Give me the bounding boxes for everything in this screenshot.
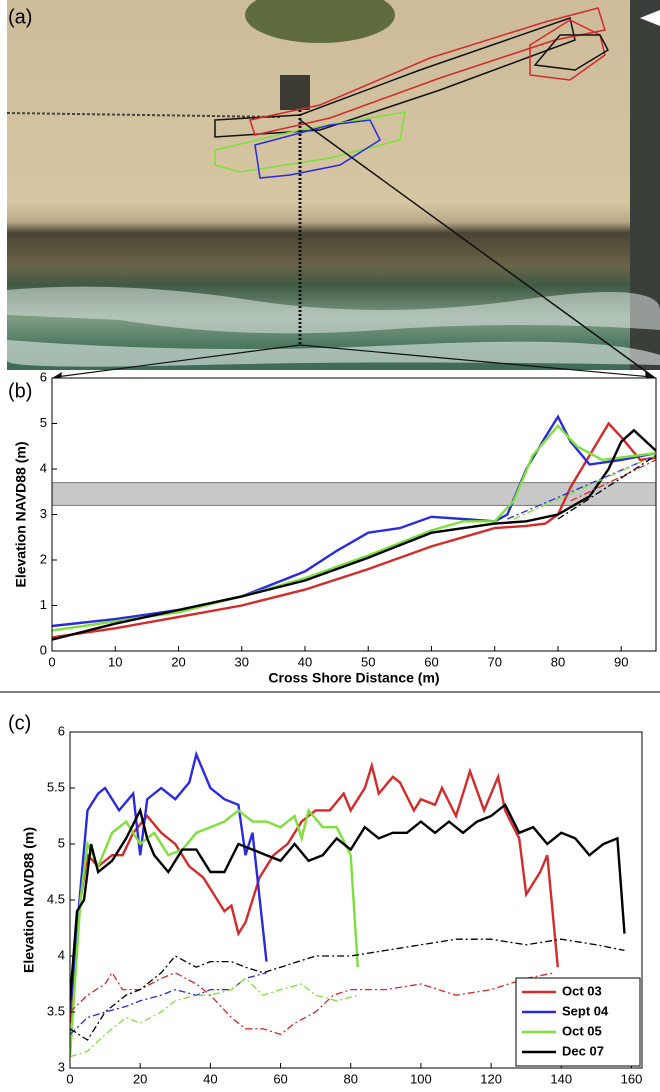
legend-label: Oct 05 [562,1023,602,1038]
y-tick-label: 0 [40,642,47,657]
y-tick-label: 3 [58,1059,65,1074]
y-tick-label: 1 [40,597,47,612]
x-tick-label: 40 [298,654,312,669]
legend-label: Oct 03 [562,983,602,998]
x-tick-label: 60 [424,654,438,669]
y-tick-label: 3.5 [47,1003,65,1018]
y-tick-label: 5.5 [47,779,65,794]
y-tick-label: 5 [40,415,47,430]
x-tick-label: 0 [66,1071,73,1086]
y-axis-label: Elevation NAVD88 (m) [13,442,29,588]
x-tick-label: 20 [171,654,185,669]
y-tick-label: 4 [58,947,65,962]
x-axis-label: Cross Shore Distance (m) [268,670,439,686]
x-tick-label: 10 [108,654,122,669]
y-tick-label: 6 [40,369,47,384]
x-tick-label: 20 [133,1071,147,1086]
y-tick-label: 5 [58,835,65,850]
y-tick-label: 2 [40,551,47,566]
x-tick-label: 70 [487,654,501,669]
y-tick-label: 3 [40,506,47,521]
legend-label: Dec 07 [562,1043,604,1058]
x-tick-label: 120 [480,1071,502,1086]
y-tick-label: 4.5 [47,891,65,906]
x-tick-label: 30 [235,654,249,669]
x-tick-label: 80 [551,654,565,669]
x-tick-label: 160 [621,1071,643,1086]
x-tick-label: 50 [361,654,375,669]
panel-label: (a) [8,6,32,28]
y-tick-label: 4 [40,460,47,475]
legend-label: Sept 04 [562,1003,609,1018]
y-axis-label: Elevation NAVD88 (m) [21,827,37,973]
x-tick-label: 80 [344,1071,358,1086]
aerial-photo [7,0,660,378]
panel-label: (c) [8,712,31,734]
x-tick-label: 90 [614,654,628,669]
x-tick-label: 140 [550,1071,572,1086]
y-tick-label: 6 [58,723,65,738]
x-tick-label: 0 [48,654,55,669]
building [280,75,310,110]
panel-label: (b) [8,380,32,402]
x-tick-label: 60 [273,1071,287,1086]
x-tick-label: 40 [203,1071,217,1086]
plot-area [52,378,656,651]
x-tick-label: 100 [410,1071,432,1086]
